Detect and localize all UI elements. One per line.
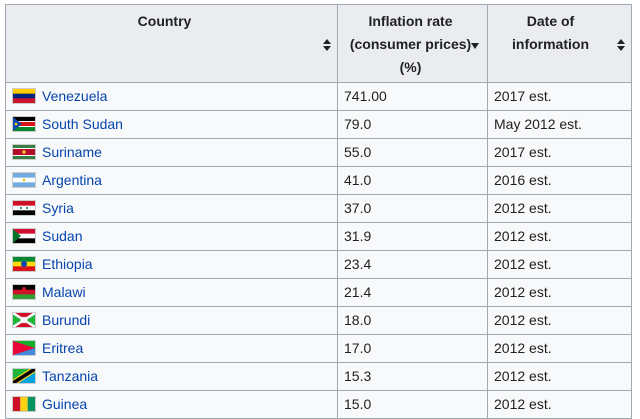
flag-icon [12, 256, 36, 273]
country-cell: Sudan [5, 222, 338, 251]
country-cell: Argentina [5, 166, 338, 195]
rate-cell: 21.4 [337, 278, 488, 307]
country-link[interactable]: Guinea [42, 396, 88, 412]
table-row: Guinea 15.0 2012 est. [5, 390, 632, 419]
header-row: Country Inflation rate (consumer prices)… [5, 4, 632, 83]
table-body: Venezuela 741.00 2017 est. South Sudan 79.0 M… [5, 82, 632, 419]
flag-icon [12, 116, 36, 133]
rate-cell: 741.00 [337, 82, 488, 111]
table-row: Malawi 21.4 2012 est. [5, 278, 632, 307]
table-row: Sudan 31.9 2012 est. [5, 222, 632, 251]
sort-icon [617, 39, 625, 51]
date-cell: 2017 est. [487, 138, 632, 167]
flag-icon [12, 172, 36, 189]
rate-cell: 23.4 [337, 250, 488, 279]
country-cell: Syria [5, 194, 338, 223]
flag-icon [12, 144, 36, 161]
flag-icon [12, 228, 36, 245]
flag-icon [12, 88, 36, 105]
country-link[interactable]: South Sudan [42, 116, 123, 132]
country-cell: Burundi [5, 306, 338, 335]
country-cell: Ethiopia [5, 250, 338, 279]
date-cell: 2012 est. [487, 194, 632, 223]
header-text: Inflation rate (consumer prices) (%) [349, 13, 472, 75]
header-text: Country [137, 13, 192, 29]
country-link[interactable]: Sudan [42, 228, 83, 244]
rate-cell: 55.0 [337, 138, 488, 167]
date-cell: 2012 est. [487, 362, 632, 391]
table-row: Ethiopia 23.4 2012 est. [5, 250, 632, 279]
date-cell: 2012 est. [487, 250, 632, 279]
rate-cell: 15.0 [337, 390, 488, 419]
column-header[interactable]: Country [5, 4, 338, 83]
country-cell: Suriname [5, 138, 338, 167]
date-cell: 2012 est. [487, 306, 632, 335]
flag-icon [12, 284, 36, 301]
inflation-table: Country Inflation rate (consumer prices)… [5, 4, 632, 419]
rate-cell: 41.0 [337, 166, 488, 195]
table-row: Burundi 18.0 2012 est. [5, 306, 632, 335]
country-link[interactable]: Argentina [42, 172, 102, 188]
flag-icon [12, 396, 36, 413]
table-row: Eritrea 17.0 2012 est. [5, 334, 632, 363]
flag-icon [12, 312, 36, 329]
sort-icon [471, 43, 479, 49]
rate-cell: 15.3 [337, 362, 488, 391]
rate-cell: 18.0 [337, 306, 488, 335]
country-cell: Venezuela [5, 82, 338, 111]
country-cell: South Sudan [5, 110, 338, 139]
date-cell: 2012 est. [487, 278, 632, 307]
country-link[interactable]: Malawi [42, 284, 86, 300]
country-link[interactable]: Tanzania [42, 368, 99, 384]
flag-icon [11, 366, 37, 386]
table-row: Tanzania 15.3 2012 est. [5, 362, 632, 391]
table-row: Argentina 41.0 2016 est. [5, 166, 632, 195]
header-text: Date of information [512, 13, 589, 52]
table-row: Venezuela 741.00 2017 est. [5, 82, 632, 111]
flag-icon [12, 200, 36, 217]
country-link[interactable]: Ethiopia [42, 256, 93, 272]
country-link[interactable]: Syria [42, 200, 74, 216]
rate-cell: 79.0 [337, 110, 488, 139]
flag-icon [12, 340, 36, 357]
column-header[interactable]: Inflation rate (consumer prices) (%) [337, 4, 488, 83]
date-cell: 2012 est. [487, 222, 632, 251]
date-cell: 2012 est. [487, 390, 632, 419]
country-link[interactable]: Venezuela [42, 88, 108, 104]
table-row: Suriname 55.0 2017 est. [5, 138, 632, 167]
date-cell: 2016 est. [487, 166, 632, 195]
country-cell: Tanzania [5, 362, 338, 391]
sort-icon [323, 39, 331, 51]
country-link[interactable]: Eritrea [42, 340, 84, 356]
date-cell: 2017 est. [487, 82, 632, 111]
country-cell: Malawi [5, 278, 338, 307]
date-cell: 2012 est. [487, 334, 632, 363]
rate-cell: 37.0 [337, 194, 488, 223]
table-row: Syria 37.0 2012 est. [5, 194, 632, 223]
country-cell: Guinea [5, 390, 338, 419]
table-row: South Sudan 79.0 May 2012 est. [5, 110, 632, 139]
country-link[interactable]: Burundi [42, 312, 91, 328]
rate-cell: 31.9 [337, 222, 488, 251]
date-cell: May 2012 est. [487, 110, 632, 139]
country-cell: Eritrea [5, 334, 338, 363]
rate-cell: 17.0 [337, 334, 488, 363]
column-header[interactable]: Date of information [487, 4, 632, 83]
country-link[interactable]: Suriname [42, 144, 102, 160]
